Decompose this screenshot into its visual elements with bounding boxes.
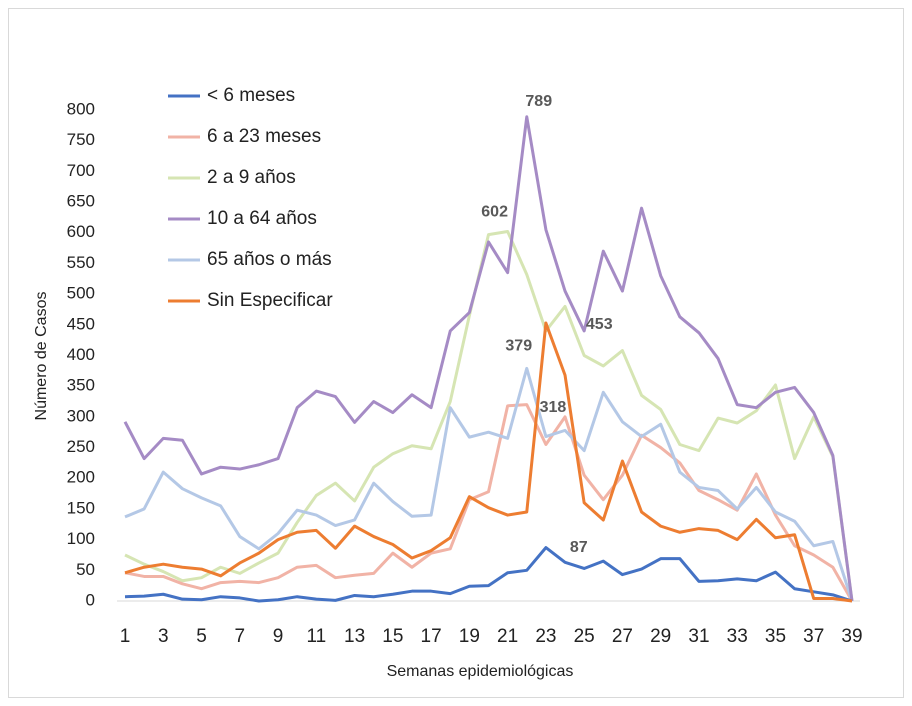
x-tick-label: 1 xyxy=(120,626,131,647)
x-tick-label: 15 xyxy=(382,626,403,647)
x-tick-label: 11 xyxy=(306,626,326,647)
x-tick-label: 21 xyxy=(497,626,518,647)
y-tick-label: 650 xyxy=(67,192,95,211)
legend-label: 2 a 9 años xyxy=(207,167,296,188)
legend-label: 65 años o más xyxy=(207,249,332,270)
y-tick-label: 550 xyxy=(67,253,95,272)
y-tick-label: 250 xyxy=(67,437,95,456)
series-line xyxy=(124,321,853,603)
x-tick-label: 7 xyxy=(235,626,246,647)
series-line xyxy=(124,546,853,603)
x-tick-label: 35 xyxy=(765,626,786,647)
series-line xyxy=(123,115,854,602)
y-tick-label: 700 xyxy=(67,161,95,180)
x-tick-label: 3 xyxy=(158,626,169,647)
y-tick-label: 50 xyxy=(76,560,95,579)
y-tick-label: 750 xyxy=(67,130,95,149)
series-line xyxy=(124,403,854,602)
x-tick-label: 25 xyxy=(574,626,595,647)
legend-label: 10 a 64 años xyxy=(207,208,317,229)
data-label: 602 xyxy=(481,204,508,221)
x-tick-label: 9 xyxy=(273,626,284,647)
chart-border xyxy=(8,8,904,698)
y-tick-label: 350 xyxy=(67,376,95,395)
y-tick-label: 200 xyxy=(67,468,95,487)
data-label: 453 xyxy=(586,316,613,333)
legend-label: < 6 meses xyxy=(207,85,295,106)
y-tick-label: 400 xyxy=(67,345,95,364)
x-tick-label: 19 xyxy=(459,626,480,647)
y-tick-label: 300 xyxy=(67,406,95,425)
x-tick-label: 27 xyxy=(612,626,633,647)
y-tick-label: 500 xyxy=(67,284,95,303)
x-tick-label: 37 xyxy=(803,626,824,647)
data-label: 318 xyxy=(540,399,567,416)
x-tick-label: 23 xyxy=(535,626,556,647)
data-label: 87 xyxy=(570,539,588,556)
series-line xyxy=(124,366,854,602)
y-axis-label: Número de Casos xyxy=(33,292,50,421)
y-tick-label: 0 xyxy=(86,590,95,609)
x-tick-label: 13 xyxy=(344,626,365,647)
x-tick-label: 39 xyxy=(841,626,862,647)
legend-label: 6 a 23 meses xyxy=(207,126,321,147)
x-axis-label: Semanas epidemiológicas xyxy=(387,663,574,680)
data-label: 379 xyxy=(505,338,532,355)
x-tick-label: 29 xyxy=(650,626,671,647)
x-tick-label: 31 xyxy=(688,626,709,647)
y-tick-label: 600 xyxy=(67,222,95,241)
x-tick-label: 33 xyxy=(727,626,748,647)
x-tick-label: 17 xyxy=(421,626,442,647)
data-label: 789 xyxy=(525,93,552,110)
legend-label: Sin Especificar xyxy=(207,290,333,311)
y-tick-label: 450 xyxy=(67,314,95,333)
y-tick-label: 100 xyxy=(67,529,95,548)
y-tick-label: 800 xyxy=(67,99,95,118)
y-tick-label: 150 xyxy=(67,498,95,517)
x-tick-label: 5 xyxy=(196,626,207,647)
series-line xyxy=(124,230,854,602)
